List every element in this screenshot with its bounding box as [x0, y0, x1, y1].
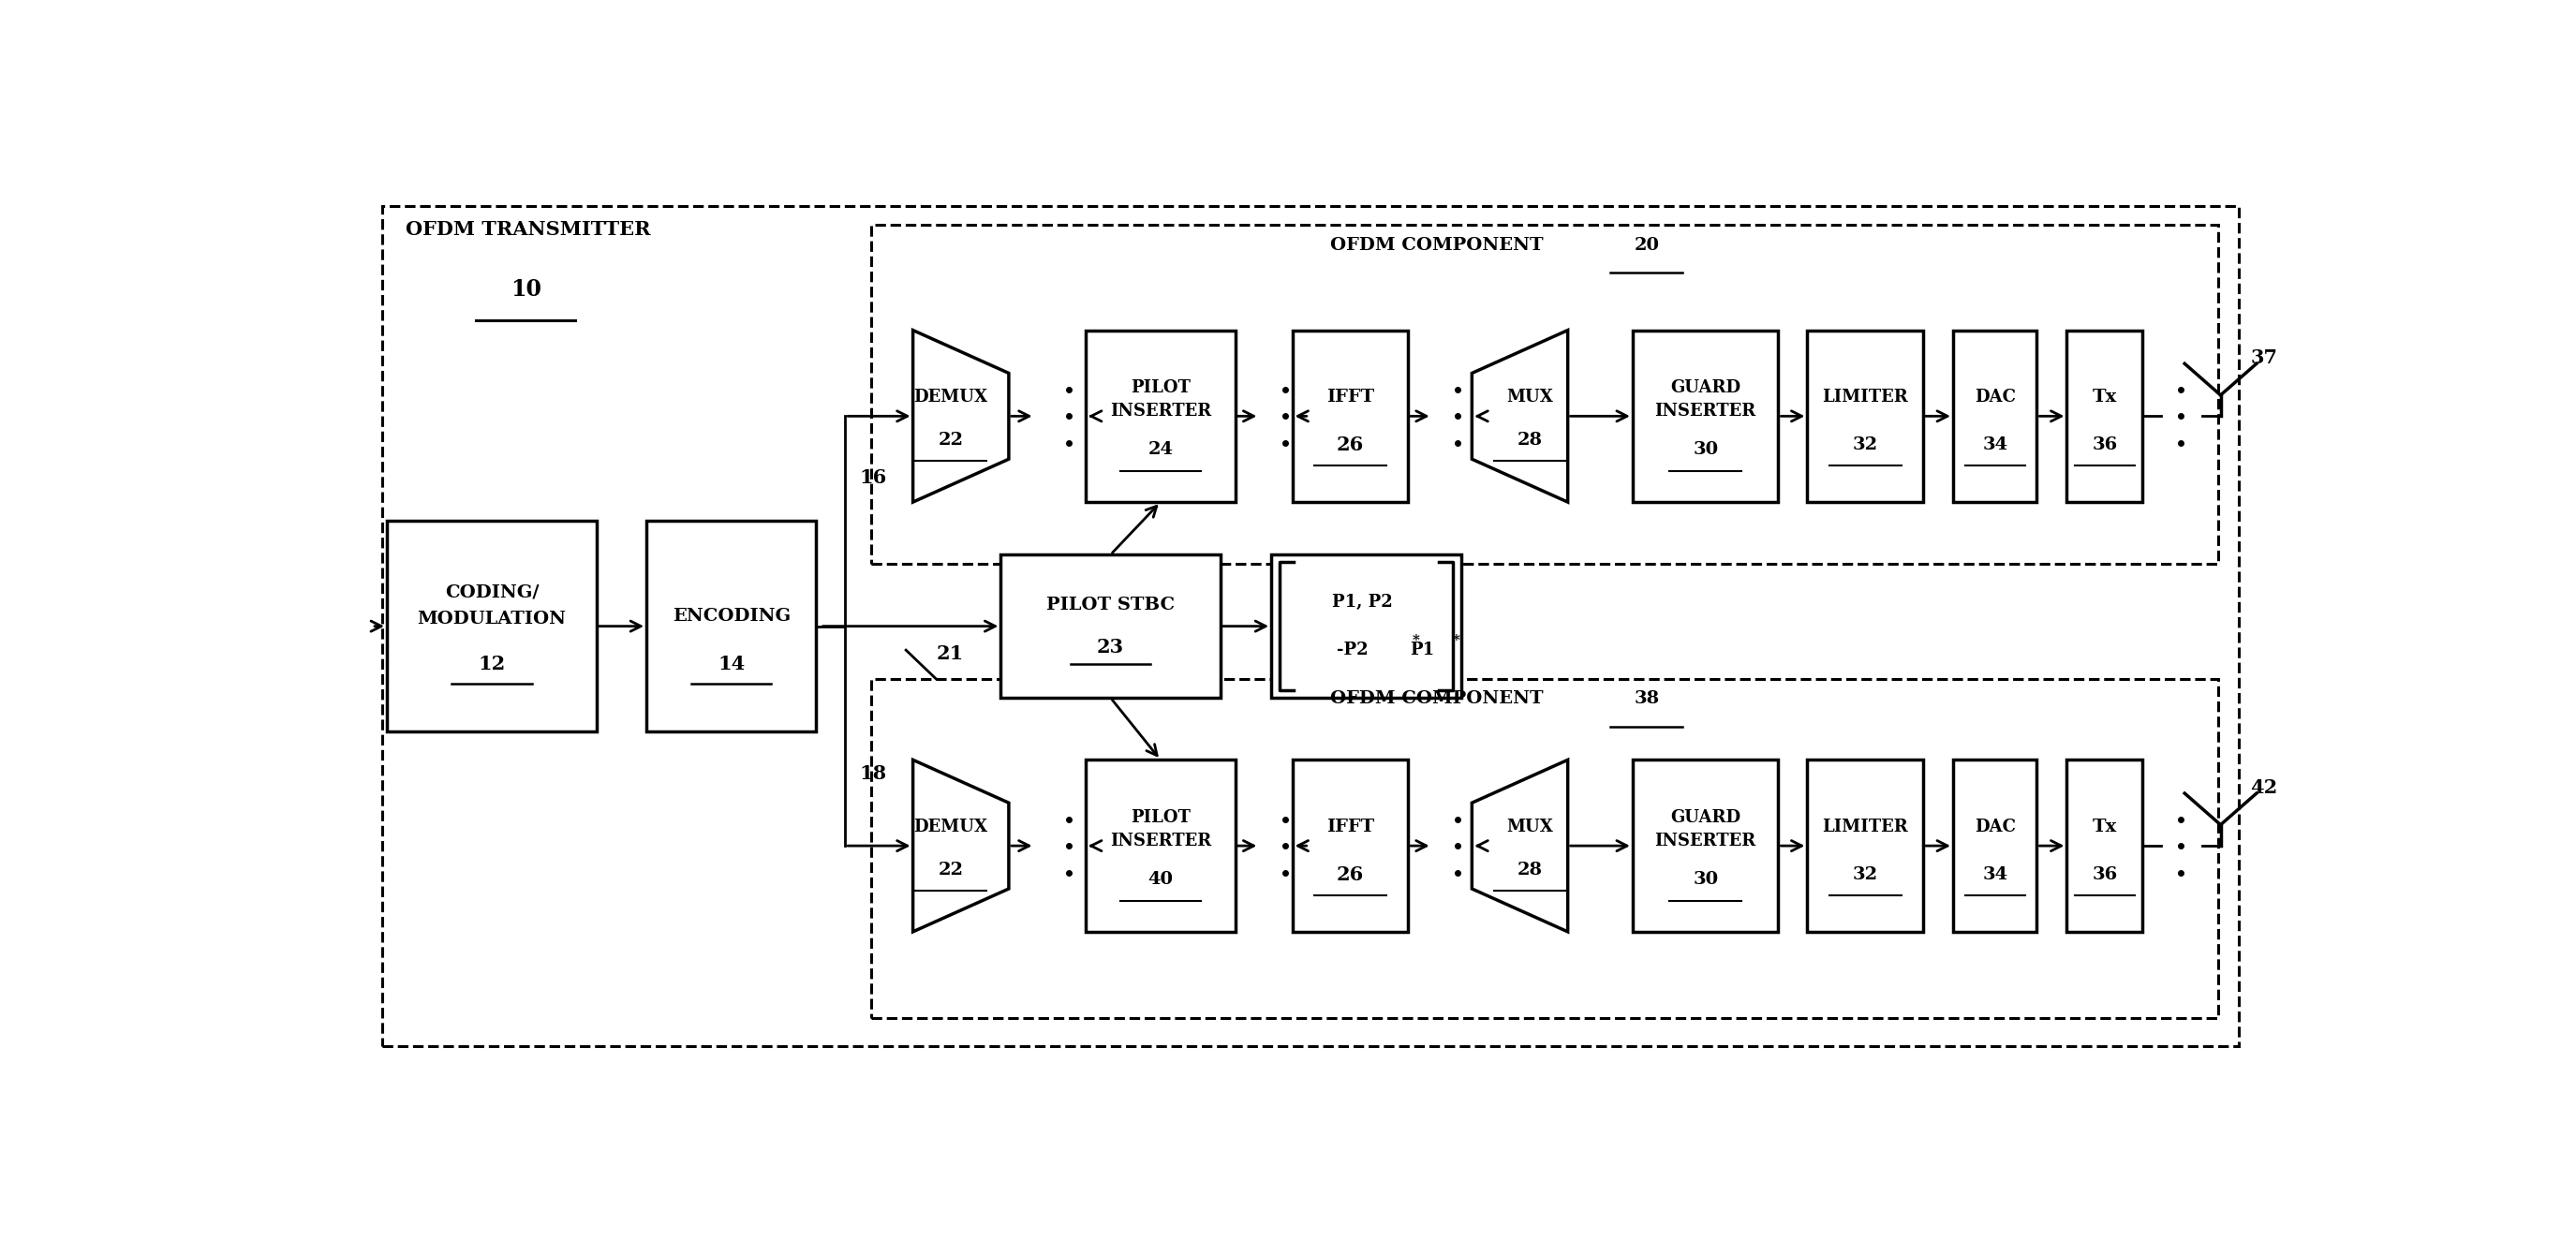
Text: DEMUX: DEMUX [914, 818, 989, 835]
Text: LIMITER: LIMITER [1821, 818, 1909, 835]
Bar [1084, 330, 1236, 502]
Text: 26: 26 [1337, 435, 1363, 454]
Text: ENCODING: ENCODING [672, 609, 791, 625]
Text: OFDM COMPONENT: OFDM COMPONENT [1329, 691, 1543, 707]
Text: 37: 37 [2251, 348, 2277, 367]
Text: GUARD: GUARD [1669, 379, 1741, 396]
Text: OFDM COMPONENT: OFDM COMPONENT [1329, 237, 1543, 253]
Text: DAC: DAC [1973, 818, 2014, 835]
Text: Tx: Tx [2092, 818, 2117, 835]
Text: INSERTER: INSERTER [1654, 832, 1757, 849]
Text: GUARD: GUARD [1669, 808, 1741, 826]
Bar [381, 206, 2239, 1047]
Text: 16: 16 [858, 467, 886, 487]
Bar [1273, 554, 1461, 698]
Text: DEMUX: DEMUX [914, 388, 989, 405]
Text: 36: 36 [2092, 436, 2117, 453]
Text: P1: P1 [1409, 641, 1435, 658]
Bar [1953, 760, 2038, 931]
Text: MODULATION: MODULATION [417, 611, 567, 627]
Text: 24: 24 [1149, 441, 1172, 458]
Bar [1808, 760, 1924, 931]
Text: *: * [1412, 634, 1419, 647]
Bar [647, 521, 817, 732]
Bar [386, 521, 598, 732]
Text: PILOT: PILOT [1131, 808, 1190, 826]
Text: OFDM TRANSMITTER: OFDM TRANSMITTER [407, 221, 652, 239]
Text: 30: 30 [1692, 441, 1718, 458]
Text: MUX: MUX [1507, 818, 1553, 835]
Text: 42: 42 [2251, 779, 2277, 797]
Bar [1293, 760, 1409, 931]
Text: 22: 22 [938, 432, 963, 449]
Polygon shape [1471, 330, 1569, 502]
Text: PILOT: PILOT [1131, 379, 1190, 396]
Text: 26: 26 [1337, 866, 1363, 884]
Text: P1, P2: P1, P2 [1332, 594, 1394, 611]
Text: 18: 18 [858, 764, 886, 782]
Text: LIMITER: LIMITER [1821, 388, 1909, 405]
Bar [871, 226, 2218, 564]
Text: IFFT: IFFT [1327, 388, 1373, 405]
Text: 22: 22 [938, 862, 963, 878]
Text: 28: 28 [1517, 862, 1543, 878]
Bar [2066, 760, 2143, 931]
Text: IFFT: IFFT [1327, 818, 1373, 835]
Text: *: * [1453, 634, 1461, 647]
Text: 40: 40 [1149, 870, 1172, 888]
Bar [2066, 330, 2143, 502]
Text: 10: 10 [510, 278, 541, 300]
Text: INSERTER: INSERTER [1110, 832, 1211, 849]
Text: 12: 12 [479, 655, 505, 673]
Text: INSERTER: INSERTER [1110, 403, 1211, 420]
Text: 36: 36 [2092, 866, 2117, 883]
Text: INSERTER: INSERTER [1654, 403, 1757, 420]
Text: -P2: -P2 [1337, 641, 1368, 658]
Text: CODING/: CODING/ [446, 584, 538, 601]
Text: 32: 32 [1852, 436, 1878, 453]
Text: 21: 21 [935, 645, 963, 663]
Text: 32: 32 [1852, 866, 1878, 883]
Text: Tx: Tx [2092, 388, 2117, 405]
Bar [1084, 760, 1236, 931]
Text: 23: 23 [1097, 637, 1123, 656]
Text: 38: 38 [1633, 691, 1659, 707]
Text: PILOT STBC: PILOT STBC [1046, 596, 1175, 614]
Bar [871, 678, 2218, 1018]
Bar [1953, 330, 2038, 502]
Bar [1293, 330, 1409, 502]
Bar [1633, 760, 1777, 931]
Text: 30: 30 [1692, 870, 1718, 888]
Text: DAC: DAC [1973, 388, 2014, 405]
Text: 20: 20 [1633, 237, 1659, 253]
Bar [999, 554, 1221, 698]
Text: 14: 14 [719, 655, 744, 673]
Polygon shape [912, 330, 1010, 502]
Polygon shape [1471, 760, 1569, 931]
Text: 34: 34 [1984, 436, 2007, 453]
Text: 34: 34 [1984, 866, 2007, 883]
Text: 28: 28 [1517, 432, 1543, 449]
Text: MUX: MUX [1507, 388, 1553, 405]
Bar [1808, 330, 1924, 502]
Bar [1633, 330, 1777, 502]
Polygon shape [912, 760, 1010, 931]
